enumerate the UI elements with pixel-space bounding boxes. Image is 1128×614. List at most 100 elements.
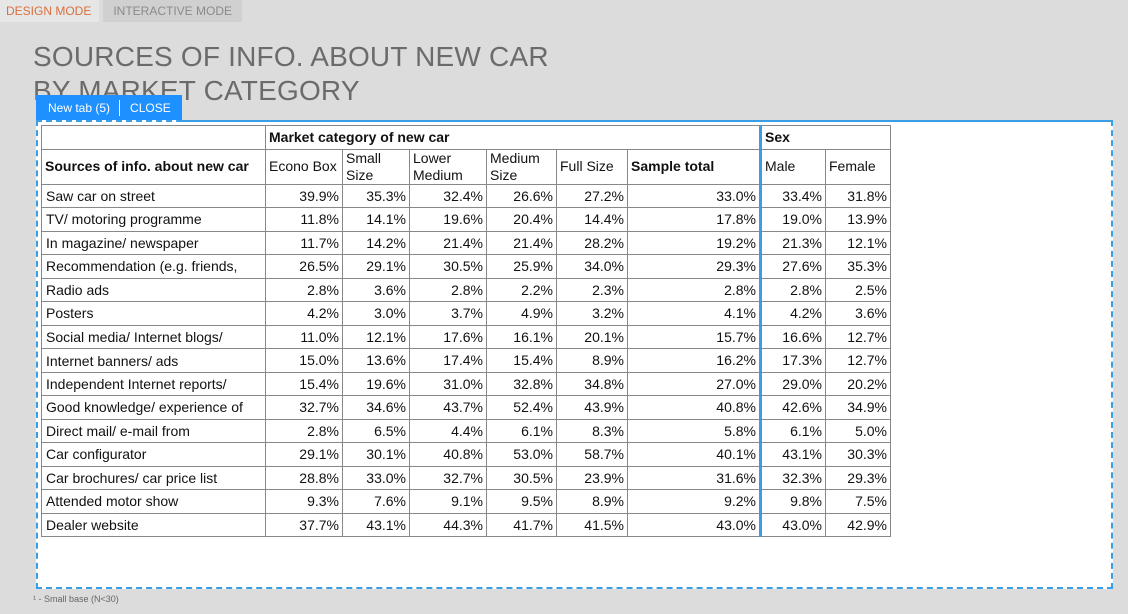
column-header-row: Sources of info. about new car Econo Box… xyxy=(41,148,891,185)
row-header-label: Sources of info. about new car xyxy=(41,148,266,185)
table-cell: 30.5% xyxy=(486,465,557,490)
table-cell: 9.2% xyxy=(627,489,761,514)
table-cell: 27.6% xyxy=(759,254,826,279)
table-cell: 9.5% xyxy=(486,489,557,514)
table-cell: 26.6% xyxy=(486,183,557,208)
table-row: Recommendation (e.g. friends, 26.5% 29.1% 3… xyxy=(41,254,891,279)
table-cell: 9.1% xyxy=(409,489,487,514)
table-row: Direct mail/ e-mail from 2.8% 6.5% 4.4% 6.1%… xyxy=(41,418,891,443)
close-button[interactable]: CLOSE xyxy=(130,100,171,115)
table-row: Good knowledge/ experience of 32.7% 34.6% 4… xyxy=(41,395,891,420)
table-cell: 12.1% xyxy=(342,324,410,349)
page-title-line1: SOURCES OF INFO. ABOUT NEW CAR xyxy=(33,41,549,72)
table-cell: 15.4% xyxy=(486,348,557,373)
col-sample-total: Sample total xyxy=(627,148,761,185)
table-cell: 41.5% xyxy=(556,512,628,537)
table-cell: 29.3% xyxy=(627,254,761,279)
table-row: Internet banners/ ads 15.0% 13.6% 17.4% 15.4… xyxy=(41,348,891,373)
table-cell: 7.5% xyxy=(825,489,891,514)
table-cell: 14.2% xyxy=(342,230,410,255)
table-cell: 6.1% xyxy=(759,418,826,443)
table-cell: 13.6% xyxy=(342,348,410,373)
table-cell: 15.7% xyxy=(627,324,761,349)
table-row: Attended motor show 9.3% 7.6% 9.1% 9.5% 8.9% 9… xyxy=(41,489,891,514)
table-cell: 32.3% xyxy=(759,465,826,490)
row-label: TV/ motoring programme xyxy=(41,207,266,232)
table-cell: 2.8% xyxy=(265,277,343,302)
row-label: Posters xyxy=(41,301,266,326)
table-cell: 30.5% xyxy=(409,254,487,279)
table-cell: 8.9% xyxy=(556,348,628,373)
table-cell: 12.7% xyxy=(825,324,891,349)
table-cell: 43.7% xyxy=(409,395,487,420)
table-cell: 13.9% xyxy=(825,207,891,232)
table-cell: 17.8% xyxy=(627,207,761,232)
page-title: SOURCES OF INFO. ABOUT NEW CAR BY MARKET… xyxy=(33,40,549,108)
table-cell: 4.2% xyxy=(265,301,343,326)
table-cell: 3.7% xyxy=(409,301,487,326)
interactive-mode-tab[interactable]: INTERACTIVE MODE xyxy=(103,0,243,22)
table-cell: 33.0% xyxy=(627,183,761,208)
table-cell: 3.0% xyxy=(342,301,410,326)
table-row: Car configurator 29.1% 30.1% 40.8% 53.0% 58.7… xyxy=(41,442,891,467)
table-cell: 11.8% xyxy=(265,207,343,232)
row-label: Car configurator xyxy=(41,442,266,467)
table-cell: 34.9% xyxy=(825,395,891,420)
table-cell: 23.9% xyxy=(556,465,628,490)
table-cell: 32.7% xyxy=(409,465,487,490)
table-cell: 9.3% xyxy=(265,489,343,514)
table-cell: 16.6% xyxy=(759,324,826,349)
table-cell: 4.4% xyxy=(409,418,487,443)
design-mode-tab[interactable]: DESIGN MODE xyxy=(0,0,100,22)
table-cell: 14.1% xyxy=(342,207,410,232)
table-cell: 30.1% xyxy=(342,442,410,467)
table-cell: 17.3% xyxy=(759,348,826,373)
table-cell: 21.4% xyxy=(409,230,487,255)
footnote: ¹ - Small base (N<30) xyxy=(33,594,119,604)
table-cell: 43.1% xyxy=(759,442,826,467)
table-cell: 32.4% xyxy=(409,183,487,208)
table-cell: 35.3% xyxy=(825,254,891,279)
table-cell: 43.1% xyxy=(342,512,410,537)
table-cell: 43.9% xyxy=(556,395,628,420)
table-cell: 28.8% xyxy=(265,465,343,490)
row-label: Saw car on street xyxy=(41,183,266,208)
table-row: In magazine/ newspaper 11.7% 14.2% 21.4% 21.… xyxy=(41,230,891,255)
table-cell: 34.0% xyxy=(556,254,628,279)
selection-frame-top xyxy=(181,120,1113,122)
table-cell: 2.8% xyxy=(265,418,343,443)
table-cell: 8.3% xyxy=(556,418,628,443)
tab-toolbar: New tab (5) CLOSE xyxy=(36,95,182,120)
row-label: Attended motor show xyxy=(41,489,266,514)
table-cell: 26.5% xyxy=(265,254,343,279)
table-cell: 19.0% xyxy=(759,207,826,232)
table-cell: 32.8% xyxy=(486,371,557,396)
table-cell: 21.4% xyxy=(486,230,557,255)
table-row: Radio ads 2.8% 3.6% 2.8% 2.2% 2.3% 2.8% 2.8% 2.5… xyxy=(41,277,891,302)
table-cell: 6.1% xyxy=(486,418,557,443)
table-cell: 2.2% xyxy=(486,277,557,302)
table-row: Car brochures/ car price list 28.8% 33.0% 3… xyxy=(41,465,891,490)
table-cell: 27.0% xyxy=(627,371,761,396)
table-cell: 42.6% xyxy=(759,395,826,420)
table-cell: 29.3% xyxy=(825,465,891,490)
row-label: Radio ads xyxy=(41,277,266,302)
table-cell: 19.6% xyxy=(409,207,487,232)
col-male: Male xyxy=(759,148,826,185)
new-tab-button[interactable]: New tab (5) xyxy=(48,100,111,115)
table-cell: 3.6% xyxy=(825,301,891,326)
table-cell: 28.2% xyxy=(556,230,628,255)
table-cell: 4.1% xyxy=(627,301,761,326)
table-cell: 16.2% xyxy=(627,348,761,373)
table-cell: 17.4% xyxy=(409,348,487,373)
table-cell: 3.2% xyxy=(556,301,628,326)
table-cell: 19.2% xyxy=(627,230,761,255)
table-cell: 39.9% xyxy=(265,183,343,208)
row-label: Internet banners/ ads xyxy=(41,348,266,373)
table-cell: 31.0% xyxy=(409,371,487,396)
group-header-row: Market category of new car Sex xyxy=(41,125,891,150)
crosstab-table: Market category of new car Sex Sources o… xyxy=(41,125,891,537)
col-econo-box: Econo Box xyxy=(265,148,343,185)
row-label: Dealer website xyxy=(41,512,266,537)
table-cell: 2.8% xyxy=(409,277,487,302)
